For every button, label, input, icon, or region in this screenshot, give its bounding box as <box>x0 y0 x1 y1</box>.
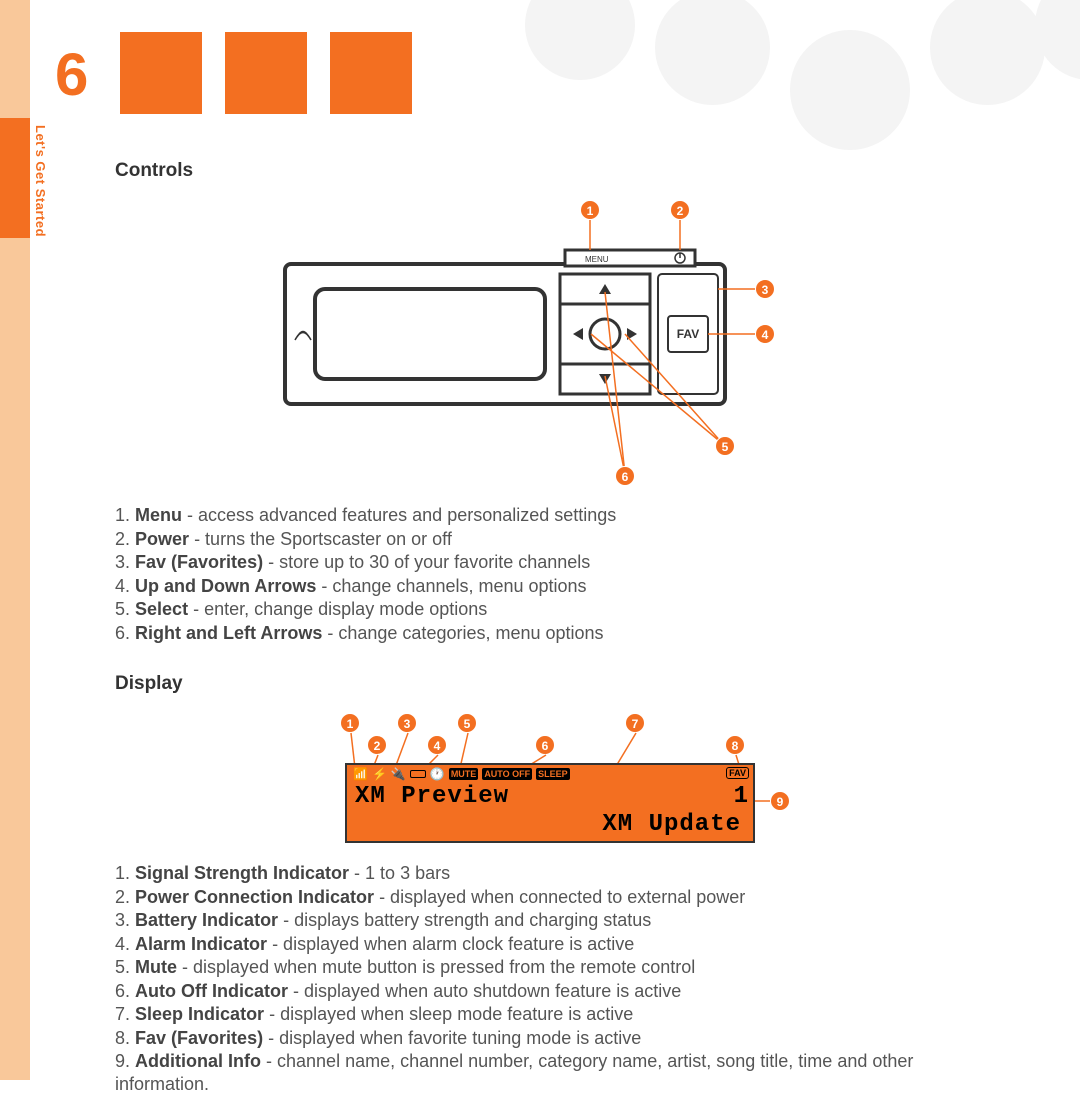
sleep-badge: SLEEP <box>536 768 570 780</box>
list-item: 5. Select - enter, change display mode o… <box>115 598 985 621</box>
display-heading: Display <box>115 673 985 695</box>
fav-badge: FAV <box>726 767 749 779</box>
list-item: 8. Fav (Favorites) - displayed when favo… <box>115 1027 985 1050</box>
decor-dot <box>930 0 1045 105</box>
controls-diagram: MENU FAV <box>115 194 985 494</box>
lcd-line1-left: XM Preview <box>355 783 509 810</box>
svg-text:MENU: MENU <box>585 255 609 264</box>
list-item: 6. Auto Off Indicator - displayed when a… <box>115 980 985 1003</box>
lcd-line-2: XM Update <box>602 811 741 838</box>
decor-dot <box>525 0 635 80</box>
list-item: 2. Power - turns the Sportscaster on or … <box>115 528 985 551</box>
plug-icon: 🔌 <box>391 768 406 780</box>
callout-d2: 2 <box>367 735 387 755</box>
callout-2: 2 <box>670 200 690 220</box>
controls-list: 1. Menu - access advanced features and p… <box>115 504 985 644</box>
clock-icon: 🕐 <box>430 768 445 780</box>
list-item: 1. Signal Strength Indicator - 1 to 3 ba… <box>115 862 985 885</box>
left-margin-strip <box>0 0 30 1080</box>
display-list: 1. Signal Strength Indicator - 1 to 3 ba… <box>115 862 985 1095</box>
list-item: 1. Menu - access advanced features and p… <box>115 504 985 527</box>
header-square <box>225 32 307 114</box>
list-item: 7. Sleep Indicator - displayed when slee… <box>115 1003 985 1026</box>
list-item: 3. Battery Indicator - displays battery … <box>115 909 985 932</box>
mute-badge: MUTE <box>449 768 479 780</box>
callout-d8: 8 <box>725 735 745 755</box>
callout-4: 4 <box>755 324 775 344</box>
callout-d1: 1 <box>340 713 360 733</box>
list-item: 5. Mute - displayed when mute button is … <box>115 956 985 979</box>
decor-dot <box>655 0 770 105</box>
autooff-badge: AUTO OFF <box>482 768 532 780</box>
callout-d3: 3 <box>397 713 417 733</box>
svg-text:FAV: FAV <box>677 327 699 341</box>
display-diagram-wrap: 1 2 3 4 5 6 7 8 9 📶 <box>115 707 985 852</box>
callout-d7: 7 <box>625 713 645 733</box>
antenna-icon: ⚡ <box>372 768 387 780</box>
list-item: 6. Right and Left Arrows - change catego… <box>115 622 985 645</box>
callout-d6: 6 <box>535 735 555 755</box>
list-item: 4. Up and Down Arrows - change channels,… <box>115 575 985 598</box>
callout-1: 1 <box>580 200 600 220</box>
callout-3: 3 <box>755 279 775 299</box>
callout-d5: 5 <box>457 713 477 733</box>
page-content: Controls MENU <box>115 160 985 1096</box>
display-diagram: 1 2 3 4 5 6 7 8 9 📶 <box>345 713 755 843</box>
left-margin-highlight <box>0 118 30 238</box>
header-square <box>120 32 202 114</box>
list-item: 3. Fav (Favorites) - store up to 30 of y… <box>115 551 985 574</box>
decor-dot <box>790 30 910 150</box>
list-item: 4. Alarm Indicator - displayed when alar… <box>115 933 985 956</box>
signal-icon: 📶 <box>353 768 368 780</box>
battery-icon <box>410 770 426 778</box>
section-tab-label: Let's Get Started <box>33 125 48 237</box>
decor-dot <box>1035 0 1080 80</box>
controls-heading: Controls <box>115 160 985 182</box>
list-item: 2. Power Connection Indicator - displaye… <box>115 886 985 909</box>
list-item: 9. Additional Info - channel name, chann… <box>115 1050 985 1095</box>
device-illustration: MENU FAV <box>255 194 775 494</box>
lcd-screen: 📶 ⚡ 🔌 🕐 MUTE AUTO OFF SLEEP FAV XM Previ… <box>345 763 755 843</box>
callout-5: 5 <box>715 436 735 456</box>
page-number: 6 <box>55 40 88 109</box>
callout-d4: 4 <box>427 735 447 755</box>
lcd-line-1: XM Preview 1 <box>355 783 749 810</box>
callout-d9: 9 <box>770 791 790 811</box>
lcd-line1-right: 1 <box>734 783 749 810</box>
callout-6: 6 <box>615 466 635 486</box>
lcd-status-icons: 📶 ⚡ 🔌 🕐 MUTE AUTO OFF SLEEP <box>353 768 570 780</box>
header-square <box>330 32 412 114</box>
